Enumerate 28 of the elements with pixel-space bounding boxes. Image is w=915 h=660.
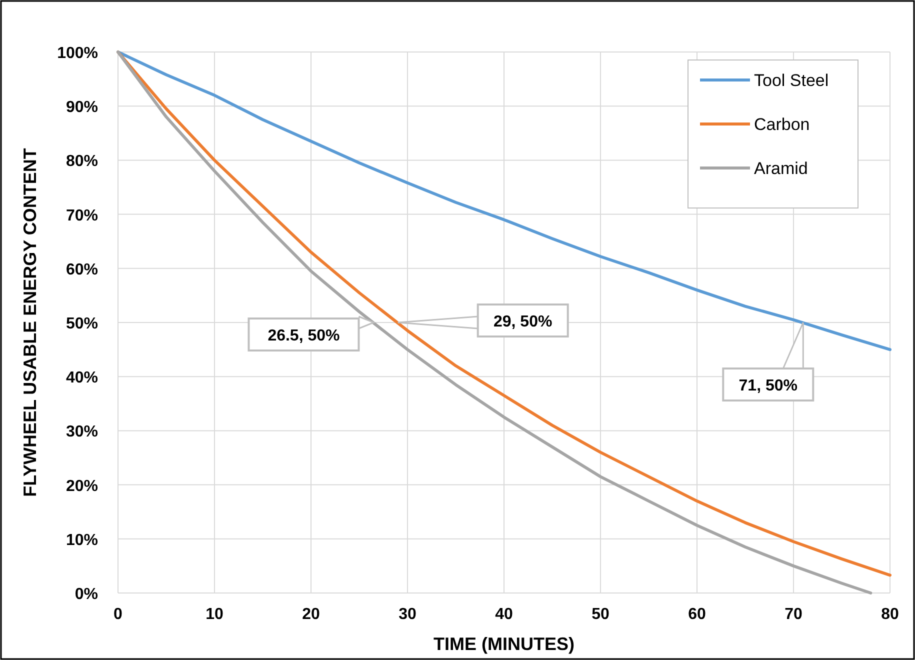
- x-tick-label: 50: [592, 606, 610, 623]
- y-tick-label: 80%: [66, 153, 98, 170]
- annotation: 71, 50%: [738, 378, 798, 394]
- x-tick-label: 60: [688, 606, 706, 623]
- y-axis-title: FLYWHEEL USABLE ENERGY CONTENT: [20, 148, 40, 497]
- legend-label: Aramid: [754, 159, 808, 178]
- x-tick-label: 0: [114, 606, 123, 623]
- x-tick-label: 30: [398, 606, 416, 623]
- legend-label: Tool Steel: [754, 71, 829, 90]
- x-tick-label: 20: [302, 606, 320, 623]
- y-tick-label: 100%: [57, 45, 98, 62]
- y-tick-label: 50%: [66, 316, 98, 332]
- y-tick-label: 10%: [66, 532, 98, 549]
- y-tick-label: 30%: [66, 424, 98, 441]
- legend-label: Carbon: [754, 115, 810, 134]
- annotation: 26.5, 50%: [268, 328, 340, 344]
- x-tick-label: 40: [495, 606, 513, 623]
- y-tick-label: 90%: [66, 99, 98, 116]
- y-tick-label: 60%: [66, 261, 98, 278]
- x-tick-label: 80: [881, 606, 899, 623]
- y-tick-label: 70%: [66, 207, 98, 224]
- x-tick-label: 70: [784, 606, 802, 623]
- x-tick-label: 10: [206, 606, 224, 623]
- y-tick-label: 0%: [74, 586, 98, 603]
- y-tick-label: 40%: [66, 370, 98, 387]
- x-axis-title: TIME (MINUTES): [434, 634, 574, 654]
- annotation: 29, 50%: [493, 314, 552, 330]
- y-tick-label: 20%: [66, 478, 98, 495]
